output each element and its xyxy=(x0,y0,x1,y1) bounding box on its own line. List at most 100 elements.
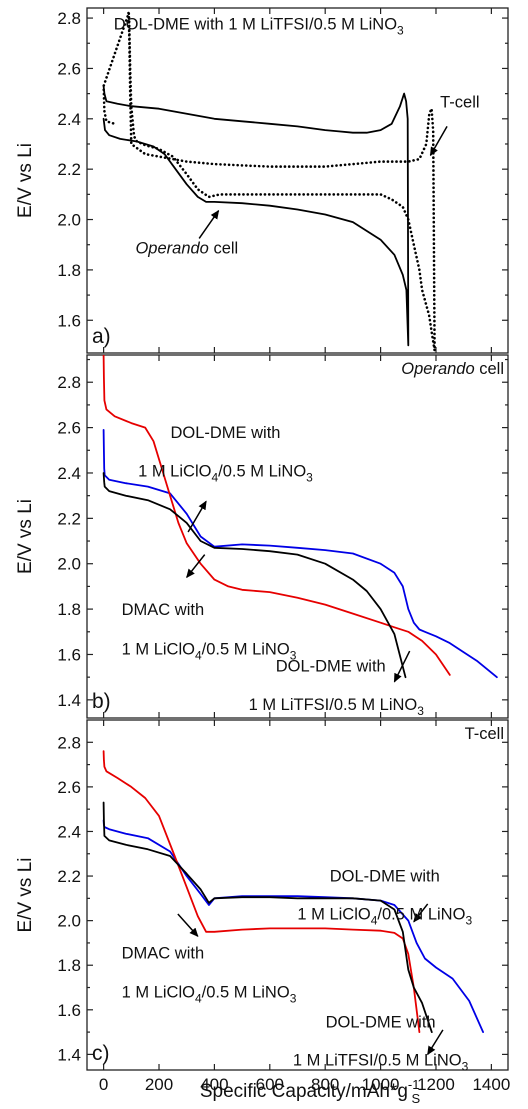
annotation-dmac2-tail: /0.5 M LiNO xyxy=(202,984,290,1002)
annotation-licl-dol2-tail: /0.5 M LiNO xyxy=(218,462,306,480)
plot-frame xyxy=(86,7,509,354)
panel-label: b) xyxy=(92,690,111,713)
corner-label-text: T-cell xyxy=(465,725,504,743)
panel-c: 1.4 1.6 1.8 2.0 2.2 2.4 2.6 2.8 0 200 400 600 800 100… xyxy=(15,719,510,1094)
corner-label: Operando cell xyxy=(401,360,504,378)
annotation-tcell: T-cell xyxy=(440,93,479,111)
y-tick-label: 2.8 xyxy=(57,9,81,28)
series-line: DOL-DME with 1 M LiTFSI/0.5 M LiNO3 xyxy=(102,801,433,1033)
annotation-licl-dol2-text: 1 M LiClO xyxy=(138,462,212,480)
y-tick-label: 2.8 xyxy=(57,373,81,392)
x-tick-label: 600 xyxy=(256,1075,284,1094)
series-line: DOL-DME with 1 M LiTFSI/0.5 M LiNO3 xyxy=(102,472,407,679)
annotation-title-text: DOL-DME with 1 M LiTFSI/0.5 M LiNO xyxy=(114,15,397,33)
annotation-tfsi-text: DOL-DME with xyxy=(326,1014,436,1032)
y-axis-title: E/V vs Li xyxy=(15,499,36,574)
x-tick-label: 200 xyxy=(145,1075,173,1094)
series-line xyxy=(102,11,436,352)
annotation-licl-dol2-sub: 4 xyxy=(371,914,378,928)
annotation-arrow xyxy=(427,1029,444,1056)
annotation-dmac2-sub: 4 xyxy=(195,992,202,1006)
y-tick-label: 2.8 xyxy=(57,733,81,752)
y-tick-label: 1.4 xyxy=(57,691,81,710)
annotation-dmac: DMAC with xyxy=(122,601,205,619)
annotation-tfsi2: 1 M LiTFSI/0.5 M LiNO3 xyxy=(249,696,425,718)
annotation-dmac: DMAC with xyxy=(122,945,205,963)
x-tick-label: 0 xyxy=(99,1075,108,1094)
annotation-tcell-text: T-cell xyxy=(440,93,479,111)
series-line: DMAC with 1 M LiClO4/0.5 M LiNO3 xyxy=(102,355,451,676)
y-tick-label: 2.2 xyxy=(57,509,81,528)
annotation-dmac-text: DMAC with xyxy=(122,601,205,619)
plot-frame xyxy=(86,719,509,1071)
annotation-tfsi-text: DOL-DME with xyxy=(276,657,386,675)
panel-label: c) xyxy=(92,1042,110,1065)
y-axis-title: E/V vs Li xyxy=(15,858,36,933)
annotation-licl-dol2-text: 1 M LiClO xyxy=(297,906,371,924)
annotation-arrow xyxy=(186,554,206,579)
annotation-arrow xyxy=(429,125,448,157)
annotation-licl-dol2-sub: 4 xyxy=(211,470,218,484)
annotation-dmac2: 1 M LiClO4/0.5 M LiNO3 xyxy=(122,984,297,1006)
annotation-operando-text: Operando xyxy=(135,240,208,258)
annotation-dmac2-text: 1 M LiClO xyxy=(122,984,196,1002)
y-tick-label: 1.6 xyxy=(57,645,81,664)
annotation-arrow xyxy=(177,913,199,937)
x-tick-label: 1200 xyxy=(417,1075,455,1094)
x-tick-label: 1000 xyxy=(362,1075,400,1094)
annotation-licl-dol2: 1 M LiClO4/0.5 M LiNO3 xyxy=(297,906,472,928)
annotation-title-sub: 3 xyxy=(397,23,404,37)
y-tick-label: 2.0 xyxy=(57,211,81,230)
x-axis-title: Specific Capacity/mAh*g-1 S xyxy=(200,1077,421,1106)
y-tick-label: 1.4 xyxy=(57,1045,81,1064)
y-tick-label: 1.6 xyxy=(57,1001,81,1020)
annotation-arrow xyxy=(413,903,429,923)
y-tick-label: 2.0 xyxy=(57,555,81,574)
annotation-arrow xyxy=(393,650,411,683)
corner-label-tail: cell xyxy=(475,360,504,378)
x-tick-label: 400 xyxy=(200,1075,228,1094)
annotation-tfsi2-text: 1 M LiTFSI/0.5 M LiNO xyxy=(293,1052,462,1070)
annotation-dmac2: 1 M LiClO4/0.5 M LiNO3 xyxy=(122,640,297,662)
x-tick-label: 800 xyxy=(311,1075,339,1094)
panel-label: a) xyxy=(92,325,111,348)
annotation-dmac2-sub2: 3 xyxy=(290,992,297,1006)
x-axis-title-sub: S xyxy=(411,1091,420,1106)
series-line xyxy=(102,85,410,347)
y-tick-label: 1.8 xyxy=(57,600,81,619)
y-tick-label: 1.6 xyxy=(57,311,81,330)
series-line: DOL-DME with 1 M LiClO4/0.5 M LiNO3 xyxy=(102,429,498,679)
series-line: DMAC with 1 M LiClO4/0.5 M LiNO3 xyxy=(102,750,421,1033)
x-tick-label: 1400 xyxy=(472,1075,510,1094)
y-axis-title: E/V vs Li xyxy=(15,143,36,218)
annotation-title: DOL-DME with 1 M LiTFSI/0.5 M LiNO3 xyxy=(114,15,404,37)
y-tick-label: 2.2 xyxy=(57,867,81,886)
annotation-dmac2-text: 1 M LiClO xyxy=(122,640,196,658)
y-tick-label: 2.6 xyxy=(57,419,81,438)
annotation-operando-tail: cell xyxy=(209,240,238,258)
annotation-dmac2-tail: /0.5 M LiNO xyxy=(202,640,290,658)
y-tick-label: 2.4 xyxy=(57,464,81,483)
plot-frame xyxy=(86,354,509,719)
series-line: DOL-DME with 1 M LiClO4/0.5 M LiNO3 xyxy=(102,819,484,1033)
annotation-licl-dol: DOL-DME with xyxy=(170,424,280,442)
y-tick-label: 2.2 xyxy=(57,160,81,179)
annotation-licl-dol2-sub2: 3 xyxy=(306,470,313,484)
annotation-tfsi: DOL-DME with xyxy=(326,1014,436,1032)
annotation-tfsi: DOL-DME with xyxy=(276,657,386,675)
y-tick-label: 2.0 xyxy=(57,912,81,931)
annotation-dmac2-sub2: 3 xyxy=(290,648,297,662)
annotation-tfsi2-text: 1 M LiTFSI/0.5 M LiNO xyxy=(249,696,418,714)
y-tick-label: 1.8 xyxy=(57,261,81,280)
annotation-dmac-text: DMAC with xyxy=(122,945,205,963)
annotation-licl-dol2-sub2: 3 xyxy=(465,914,472,928)
annotation-licl-dol: DOL-DME with xyxy=(330,868,440,886)
annotation-licl-dol-text: DOL-DME with xyxy=(330,868,440,886)
corner-label: T-cell xyxy=(465,725,504,743)
y-tick-label: 2.4 xyxy=(57,110,81,129)
annotation-tfsi2-sub: 3 xyxy=(462,1060,469,1074)
panel-a: 1.6 1.8 2.0 2.2 2.4 2.6 2.8 E/V vs Li DOL-DME wi… xyxy=(15,7,509,354)
annotation-tfsi2: 1 M LiTFSI/0.5 M LiNO3 xyxy=(293,1052,469,1074)
annotation-licl-dol2-tail: /0.5 M LiNO xyxy=(377,906,465,924)
